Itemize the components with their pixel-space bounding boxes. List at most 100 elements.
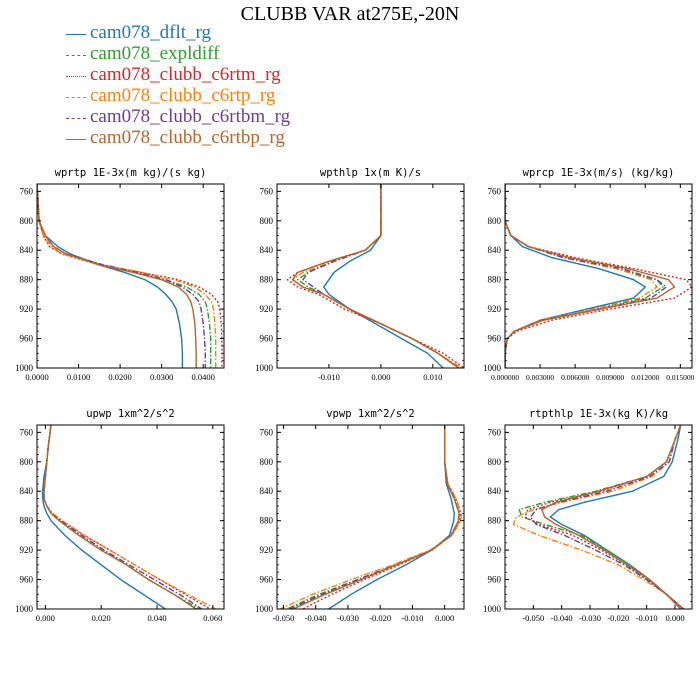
series-line	[512, 425, 684, 609]
y-tick-label: 880	[260, 516, 274, 526]
series-line	[505, 184, 647, 368]
legend-label: cam078_clubb_c6rtbm_rg	[90, 106, 291, 127]
legend-label: cam078_clubb_c6rtbp_rg	[90, 127, 285, 148]
panel: upwp 1xm^2/s^2 760 800 840 880 920 960 10000.00…	[15, 408, 225, 623]
plot-frame	[276, 424, 465, 610]
panel: vpwp 1xm^2/s^27608008408809209601000-0.0…	[255, 408, 465, 623]
x-tick-label: 0.012000	[631, 373, 659, 382]
y-tick-label: 840	[488, 245, 502, 255]
x-tick-label: -0.030	[579, 613, 601, 623]
x-tick-label: 0.0300	[150, 372, 173, 382]
legend-swatch	[66, 76, 86, 77]
series-line	[296, 184, 460, 368]
y-tick-label: 920	[488, 304, 502, 314]
panel: wpthlp 1x(m K)/s 760 800 840 880 920 960 1000 -0…	[255, 167, 465, 382]
series-line	[523, 425, 684, 609]
x-tick-label: 0.006000	[561, 373, 589, 382]
x-tick-label: 0.000	[435, 613, 454, 623]
y-tick-label: 840	[260, 245, 274, 255]
series-line	[322, 184, 444, 368]
y-tick-label: 880	[260, 275, 274, 285]
y-tick-label: 760	[488, 186, 502, 196]
y-tick-label: 1000	[255, 363, 274, 373]
y-tick-label: 800	[488, 457, 502, 467]
x-tick-label: -0.010	[401, 613, 423, 623]
legend-swatch	[66, 118, 86, 119]
series-line	[505, 184, 668, 368]
x-tick-label: 0.009000	[596, 373, 624, 382]
series-line	[328, 425, 456, 609]
series-line	[529, 425, 684, 609]
series-line	[43, 425, 211, 609]
y-tick-label: 920	[20, 545, 34, 555]
x-tick-label: 0.003000	[526, 373, 554, 382]
panel: wprcp 1E-3x(m/s) (kg/kg) 760 800 840 880 920 9…	[483, 167, 695, 382]
series-line	[43, 425, 197, 609]
x-tick-label: 0.010	[423, 372, 442, 382]
y-tick-label: 1000	[255, 604, 274, 614]
series-line	[37, 184, 197, 368]
y-tick-label: 960	[488, 334, 502, 344]
panel-title: wprcp 1E-3x(m/s) (kg/kg)	[523, 167, 675, 179]
series-line	[286, 184, 464, 368]
panel-title: upwp 1xm^2/s^2	[86, 408, 175, 420]
legend-swatch	[66, 97, 86, 98]
x-tick-label: 0.000	[36, 613, 55, 623]
x-tick-label: 0.000000	[491, 373, 519, 382]
series-line	[291, 184, 462, 368]
y-tick-label: 920	[260, 304, 274, 314]
y-tick-label: 880	[488, 516, 502, 526]
plot-frame	[276, 183, 465, 369]
panel: wprtp 1E-3x(m kg)/(s kg) 760 800 840 880 920 9…	[15, 167, 225, 382]
x-tick-label: -0.050	[522, 613, 544, 623]
legend-label: cam078_clubb_c6rtp_rg	[90, 85, 276, 106]
y-tick-label: 840	[260, 486, 274, 496]
series-line	[505, 184, 692, 368]
x-tick-label: 0.000	[371, 372, 390, 382]
panel-title: wpthlp 1x(m K)/s	[320, 167, 421, 179]
series-line	[518, 425, 684, 609]
x-tick-label: 0.015000	[666, 373, 694, 382]
y-tick-label: 800	[488, 216, 502, 226]
x-tick-label: -0.010	[636, 613, 658, 623]
legend-swatch	[66, 34, 86, 35]
y-tick-label: 920	[20, 304, 34, 314]
series-line	[43, 425, 216, 609]
series-line	[505, 184, 658, 368]
y-tick-label: 880	[488, 275, 502, 285]
y-tick-label: 760	[260, 186, 274, 196]
x-tick-label: 0.0000	[25, 372, 48, 382]
y-tick-label: 960	[260, 334, 274, 344]
y-tick-label: 920	[260, 545, 274, 555]
y-tick-label: 1000	[15, 363, 34, 373]
series-line	[43, 425, 200, 609]
plot-frame	[36, 183, 225, 369]
y-tick-label: 1000	[483, 604, 502, 614]
y-tick-label: 760	[488, 427, 502, 437]
y-tick-label: 840	[20, 245, 34, 255]
panel-title: vpwp 1xm^2/s^2	[326, 408, 415, 420]
x-tick-label: -0.040	[305, 613, 327, 623]
y-tick-label: 840	[488, 486, 502, 496]
y-tick-label: 760	[20, 427, 34, 437]
legend-label: cam078_clubb_c6rtm_rg	[90, 64, 281, 85]
series-line	[37, 184, 212, 368]
y-tick-label: 1000	[15, 604, 34, 614]
x-tick-label: 0.0400	[192, 372, 215, 382]
series-line	[37, 184, 184, 368]
figure-title: CLUBB VAR at275E,-20N	[240, 3, 460, 25]
series-line	[505, 184, 676, 368]
x-tick-label: -0.050	[272, 613, 294, 623]
series-line	[291, 184, 460, 368]
series-line	[540, 425, 682, 609]
x-tick-label: -0.020	[607, 613, 629, 623]
y-tick-label: 960	[260, 575, 274, 585]
x-tick-label: 0.0100	[67, 372, 90, 382]
series-line	[37, 184, 223, 368]
series-line	[302, 425, 462, 609]
legend: cam078_dflt_rg cam078_expldiff cam078_cl…	[66, 22, 366, 152]
x-tick-label: 0.000	[665, 613, 684, 623]
y-tick-label: 800	[20, 457, 34, 467]
y-tick-label: 960	[20, 575, 34, 585]
legend-label: cam078_dflt_rg	[90, 22, 212, 43]
